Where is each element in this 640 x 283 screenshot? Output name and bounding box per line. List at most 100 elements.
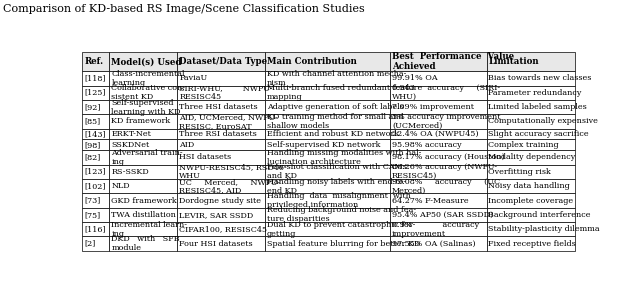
Bar <box>265 128 390 140</box>
Bar <box>390 165 486 179</box>
Text: [73]: [73] <box>84 196 101 205</box>
Bar <box>83 222 109 236</box>
Text: DKD   with   SFB
module: DKD with SFB module <box>111 235 180 252</box>
Bar <box>83 100 109 114</box>
Bar <box>83 208 109 222</box>
Text: [102]: [102] <box>84 182 106 190</box>
Bar <box>83 128 109 140</box>
Bar <box>390 150 486 165</box>
Text: Comparison of KD-based RS Image/Scene Classification Studies: Comparison of KD-based RS Image/Scene Cl… <box>3 4 365 14</box>
Text: Overfitting risk: Overfitting risk <box>488 168 552 176</box>
Bar <box>109 128 177 140</box>
Bar <box>109 179 177 193</box>
Text: Bias towards new classes: Bias towards new classes <box>488 74 592 82</box>
Bar <box>265 208 390 222</box>
Bar <box>486 128 575 140</box>
Text: Modality dependency: Modality dependency <box>488 153 576 161</box>
Bar <box>390 100 486 114</box>
Bar <box>83 179 109 193</box>
Text: Multi-branch fused redundant feature
mapping: Multi-branch fused redundant feature map… <box>267 84 422 101</box>
Text: Self-supervised
learning with KD: Self-supervised learning with KD <box>111 98 181 115</box>
Bar <box>109 150 177 165</box>
Bar <box>177 128 265 140</box>
Text: Efficient and robust KD network: Efficient and robust KD network <box>267 130 399 138</box>
Text: Complex training: Complex training <box>488 141 559 149</box>
Bar <box>177 179 265 193</box>
Bar <box>486 52 575 71</box>
Bar <box>109 222 177 236</box>
Bar <box>390 208 486 222</box>
Text: LEVIR, SAR SSDD: LEVIR, SAR SSDD <box>179 211 253 219</box>
Bar <box>486 71 575 85</box>
Text: [2]: [2] <box>84 240 96 248</box>
Text: Four HSI datasets: Four HSI datasets <box>179 240 253 248</box>
Text: HSI datasets: HSI datasets <box>179 153 232 161</box>
Bar <box>390 236 486 251</box>
Bar <box>265 100 390 114</box>
Text: Noisy data handling: Noisy data handling <box>488 182 570 190</box>
Text: Class-incremental
learning: Class-incremental learning <box>111 70 185 87</box>
Text: Self-supervised KD network: Self-supervised KD network <box>267 141 380 149</box>
Text: GKD framework: GKD framework <box>111 196 177 205</box>
Bar <box>265 52 390 71</box>
Text: UC     Merced,     NWPU-
RESISC45, AID: UC Merced, NWPU- RESISC45, AID <box>179 178 280 195</box>
Bar <box>109 100 177 114</box>
Bar <box>177 100 265 114</box>
Bar <box>83 114 109 128</box>
Bar <box>109 114 177 128</box>
Text: Spatial feature blurring for better KD: Spatial feature blurring for better KD <box>267 240 420 248</box>
Bar <box>109 208 177 222</box>
Bar <box>109 165 177 179</box>
Text: Parameter redundancy: Parameter redundancy <box>488 89 582 97</box>
Text: Limited labeled samples: Limited labeled samples <box>488 103 588 111</box>
Bar <box>265 114 390 128</box>
Bar <box>109 236 177 251</box>
Text: Model(s) Used: Model(s) Used <box>111 57 182 66</box>
Text: KD training method for small and
shallow models: KD training method for small and shallow… <box>267 113 403 130</box>
Text: 0.943     accuracy     (SIRI-
WHU): 0.943 accuracy (SIRI- WHU) <box>392 84 500 101</box>
Bar <box>109 140 177 150</box>
Text: 99.08%     accuracy     (UC
Merced): 99.08% accuracy (UC Merced) <box>392 178 500 195</box>
Text: Three RSI datasets: Three RSI datasets <box>179 130 257 138</box>
Text: 97.55% OA (Salinas): 97.55% OA (Salinas) <box>392 240 476 248</box>
Bar <box>486 222 575 236</box>
Text: Collaborative con-
sistent KD: Collaborative con- sistent KD <box>111 84 186 101</box>
Bar <box>83 236 109 251</box>
Text: Fixed receptive fields: Fixed receptive fields <box>488 240 576 248</box>
Bar <box>265 222 390 236</box>
Text: TWA distillation: TWA distillation <box>111 211 177 219</box>
Bar <box>390 85 486 100</box>
Bar <box>83 85 109 100</box>
Text: Handling missing modalities with hal-
lucination architecture: Handling missing modalities with hal- lu… <box>267 149 421 166</box>
Bar <box>177 236 265 251</box>
Text: Adaptive generation of soft labels: Adaptive generation of soft labels <box>267 103 404 111</box>
Text: NWPU-RESISC45, RSD46-
WHU: NWPU-RESISC45, RSD46- WHU <box>179 163 287 180</box>
Text: Handling noisy labels with end-to-
end KD: Handling noisy labels with end-to- end K… <box>267 178 406 195</box>
Text: [123]: [123] <box>84 168 106 176</box>
Text: 5% accuracy improvement
(UCMerced): 5% accuracy improvement (UCMerced) <box>392 113 500 130</box>
Bar <box>83 165 109 179</box>
Text: Best  Performance  Value
Achieved: Best Performance Value Achieved <box>392 52 514 71</box>
Text: KD with channel attention mecha-
nism: KD with channel attention mecha- nism <box>267 70 406 87</box>
Bar <box>486 85 575 100</box>
Bar <box>177 52 265 71</box>
Bar <box>177 165 265 179</box>
Text: 99.91% OA: 99.91% OA <box>392 74 438 82</box>
Text: Incremental learn-
ing: Incremental learn- ing <box>111 221 188 238</box>
Text: Handling  data  misalignment  with
privileged information: Handling data misalignment with privileg… <box>267 192 410 209</box>
Text: [92]: [92] <box>84 103 101 111</box>
Bar <box>177 85 265 100</box>
Text: 6.9%            accuracy
improvement: 6.9% accuracy improvement <box>392 221 479 238</box>
Text: AID: AID <box>179 141 195 149</box>
Bar <box>265 193 390 208</box>
Text: Adversarial train-
ing: Adversarial train- ing <box>111 149 183 166</box>
Bar <box>109 85 177 100</box>
Text: PaviaU: PaviaU <box>179 74 207 82</box>
Text: ERKT-Net: ERKT-Net <box>111 130 151 138</box>
Text: [125]: [125] <box>84 89 106 97</box>
Bar <box>109 52 177 71</box>
Text: [82]: [82] <box>84 153 101 161</box>
Bar <box>486 193 575 208</box>
Bar <box>486 165 575 179</box>
Text: AID, UCMerced, NWPU-
RESISC, EuroSAT: AID, UCMerced, NWPU- RESISC, EuroSAT <box>179 113 278 130</box>
